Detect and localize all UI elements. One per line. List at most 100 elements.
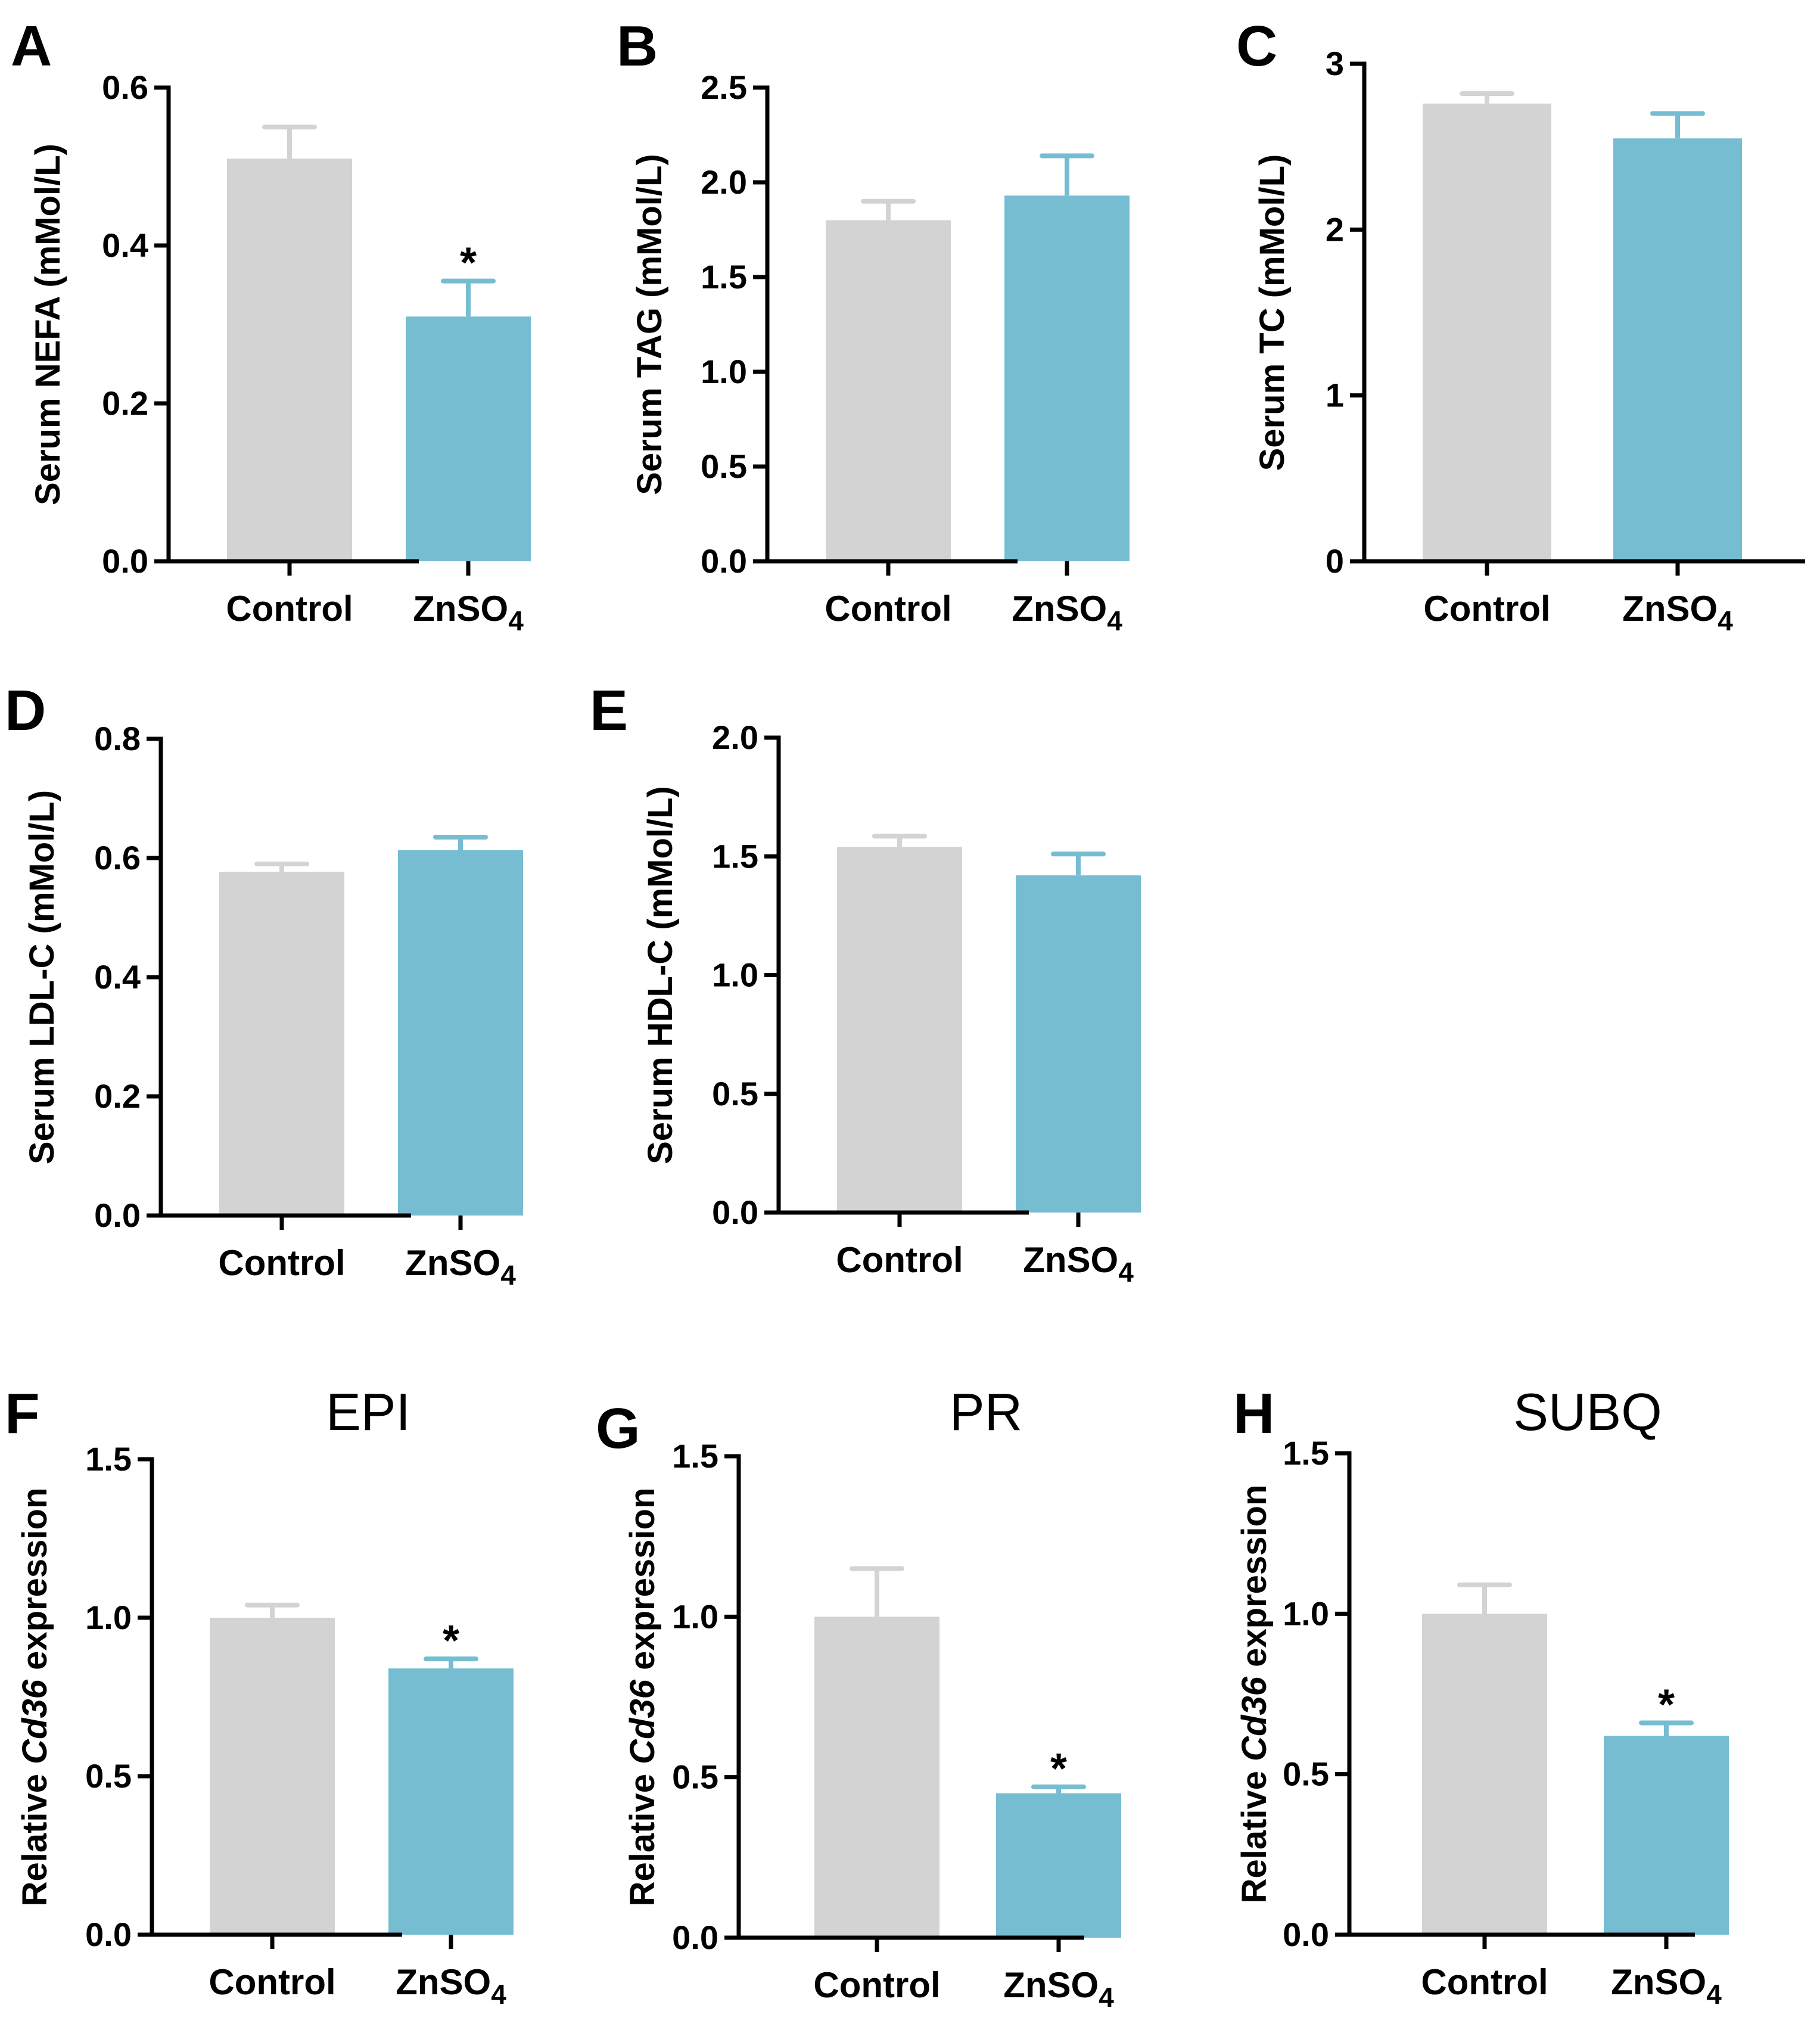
bar-control [1422, 1614, 1547, 1935]
y-tick-label: 1.5 [672, 1437, 718, 1475]
y-tick-label: 0.0 [1283, 1916, 1329, 1953]
bar-control [219, 872, 344, 1216]
y-tick-label: 1.0 [672, 1597, 718, 1635]
y-tick-label: 0.8 [94, 720, 141, 757]
panel-letter: C [1236, 14, 1277, 78]
significance-marker: * [443, 1617, 459, 1665]
panel-d: D 0.0 0.2 0.4 0.6 0.8 Control ZnSO4 Serum LDL-C … [5, 679, 523, 1291]
y-tick-label: 0.5 [85, 1757, 132, 1795]
panel-title: EPI [326, 1382, 410, 1441]
y-axis-label: Serum HDL-C (mMol/L) [641, 786, 680, 1164]
y-tick-label: 1.5 [1283, 1434, 1329, 1472]
panel-title: SUBQ [1513, 1382, 1662, 1441]
bar-control [227, 158, 352, 561]
x-tick-label: ZnSO4 [405, 1243, 516, 1291]
y-tick-label: 0.5 [701, 447, 747, 485]
y-axis-label: Relative Cd36 expression [1235, 1485, 1274, 1904]
y-tick-label: 1.0 [85, 1599, 132, 1636]
y-tick-label: 0.0 [102, 542, 148, 580]
x-tick-label: ZnSO4 [396, 1962, 506, 2010]
y-tick-label: 0.4 [94, 958, 141, 996]
x-tick-label: ZnSO4 [413, 589, 524, 636]
y-tick-label: 0.6 [94, 839, 141, 876]
y-tick-label: 0.5 [712, 1075, 758, 1112]
y-tick-label: 1 [1326, 377, 1344, 414]
y-tick-label: 2.5 [701, 69, 747, 106]
y-tick-label: 1.5 [712, 837, 758, 875]
bar-znso4 [996, 1793, 1121, 1938]
y-tick-label: 0.5 [1283, 1755, 1329, 1793]
y-axis-label: Serum TAG (mMol/L) [630, 154, 669, 495]
y-axis-label: Serum LDL-C (mMol/L) [23, 790, 61, 1164]
x-tick-label: ZnSO4 [1012, 589, 1122, 636]
panel-b: B 0.0 0.5 1.0 1.5 2.0 2.5 Control ZnSO4 Serum TAG… [617, 14, 1130, 636]
bar-control [814, 1617, 939, 1938]
panel-letter: F [5, 1382, 40, 1446]
panel-letter: D [5, 679, 46, 742]
x-tick-label: ZnSO4 [1003, 1965, 1114, 2013]
x-tick-label: ZnSO4 [1611, 1962, 1722, 2010]
y-tick-label: 1.0 [712, 956, 758, 994]
y-tick-label: 0.0 [85, 1916, 132, 1953]
y-tick-label: 0.2 [102, 384, 148, 422]
bar-znso4 [1604, 1736, 1729, 1935]
significance-marker: * [1658, 1681, 1675, 1729]
bar-znso4 [398, 850, 523, 1216]
bar-znso4 [1016, 875, 1141, 1213]
y-tick-label: 0.2 [94, 1077, 141, 1115]
bar-control [210, 1618, 335, 1935]
y-axis-label: Relative Cd36 expression [15, 1488, 54, 1907]
x-tick-label: Control [836, 1240, 963, 1280]
y-tick-label: 0.4 [102, 226, 148, 264]
y-tick-label: 0.0 [94, 1196, 141, 1234]
panel-title: PR [950, 1382, 1022, 1441]
x-tick-label: Control [825, 589, 951, 629]
y-tick-label: 1.0 [701, 353, 747, 390]
y-axis-label: Relative Cd36 expression [623, 1488, 662, 1907]
x-tick-label: ZnSO4 [1023, 1240, 1134, 1288]
bar-znso4 [1004, 195, 1130, 561]
panel-letter: B [617, 14, 658, 78]
y-tick-label: 0 [1326, 542, 1344, 580]
y-tick-label: 2.0 [701, 163, 747, 201]
y-tick-label: 0.6 [102, 69, 148, 106]
y-tick-label: 0.0 [672, 1919, 718, 1956]
x-tick-label: Control [1421, 1962, 1548, 2002]
panel-letter: E [590, 679, 628, 742]
panel-e: E 0.0 0.5 1.0 1.5 2.0 Control ZnSO4 Serum HDL-C … [590, 679, 1141, 1288]
y-axis-label: Serum TC (mMol/L) [1253, 154, 1292, 471]
panel-h: H SUBQ * 0.0 0.5 1.0 1.5 Control ZnSO4 Relative C… [1233, 1382, 1729, 2010]
panel-f: F EPI * 0.0 0.5 1.0 1.5 Control ZnSO4 Relative Cd… [5, 1382, 514, 2010]
x-tick-label: Control [209, 1962, 335, 2002]
x-tick-label: Control [1423, 589, 1550, 629]
panel-a: A * 0.0 0.2 0.4 0.6 Control ZnSO4 Serum NEFA (mM… [11, 14, 531, 636]
y-tick-label: 1.0 [1283, 1594, 1329, 1632]
y-tick-label: 1.5 [701, 258, 747, 296]
bar-znso4 [1613, 138, 1742, 561]
significance-marker: * [460, 240, 477, 287]
bar-control [826, 220, 951, 562]
y-axis-label: Serum NEFA (mMol/L) [29, 144, 67, 505]
x-tick-label: Control [226, 589, 353, 629]
panel-letter: A [11, 14, 52, 78]
bar-control [1423, 103, 1551, 562]
panel-letter: H [1233, 1382, 1274, 1446]
x-tick-label: Control [813, 1965, 940, 2005]
y-tick-label: 1.5 [85, 1440, 132, 1478]
y-tick-label: 2.0 [712, 719, 758, 756]
bar-znso4 [406, 316, 531, 561]
y-tick-label: 0.5 [672, 1758, 718, 1796]
x-tick-label: Control [218, 1243, 345, 1283]
panel-g: G PR * 0.0 0.5 1.0 1.5 Control ZnSO4 Relative Cd3… [596, 1382, 1121, 2013]
panel-letter: G [596, 1397, 640, 1460]
significance-marker: * [1050, 1745, 1067, 1793]
x-tick-label: ZnSO4 [1622, 589, 1733, 636]
y-tick-label: 2 [1326, 210, 1344, 248]
panel-c: C 0 1 2 3 Control ZnSO4 Serum TC (mMol/L) [1236, 14, 1805, 636]
bar-znso4 [388, 1668, 514, 1935]
y-tick-label: 3 [1326, 45, 1344, 82]
bar-control [837, 847, 962, 1213]
y-tick-label: 0.0 [701, 542, 747, 580]
y-tick-label: 0.0 [712, 1193, 758, 1231]
